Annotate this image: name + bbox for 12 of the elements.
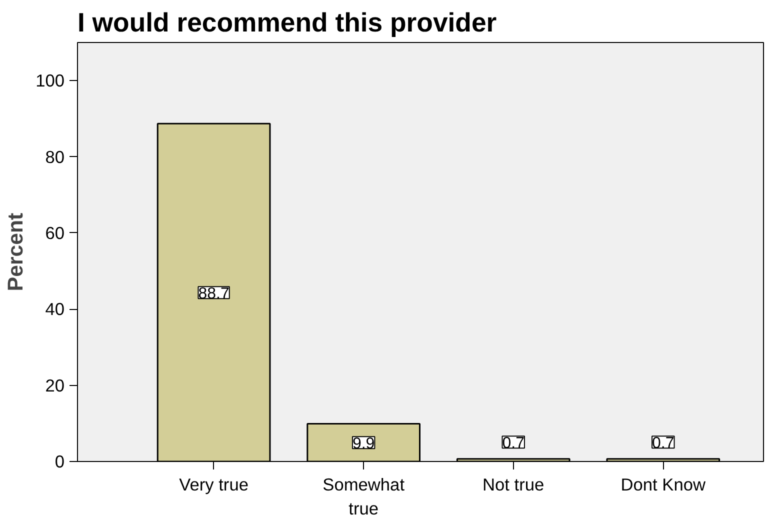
x-tick-label: Very true (179, 474, 248, 494)
y-tick-label: 40 (45, 299, 65, 320)
chart-title: I would recommend this provider (78, 8, 497, 38)
y-tick-label: 80 (45, 146, 65, 167)
y-tick-label: 20 (45, 375, 65, 396)
x-tick-label: Not true (482, 474, 544, 494)
x-tick-label: Dont Know (620, 474, 706, 494)
x-tick-label: Somewhat true (322, 474, 405, 518)
y-tick-label: 0 (54, 452, 65, 472)
y-tick-label: 100 (36, 70, 65, 91)
y-axis-title: Percent (4, 212, 28, 292)
y-tick-label: 60 (45, 222, 65, 243)
